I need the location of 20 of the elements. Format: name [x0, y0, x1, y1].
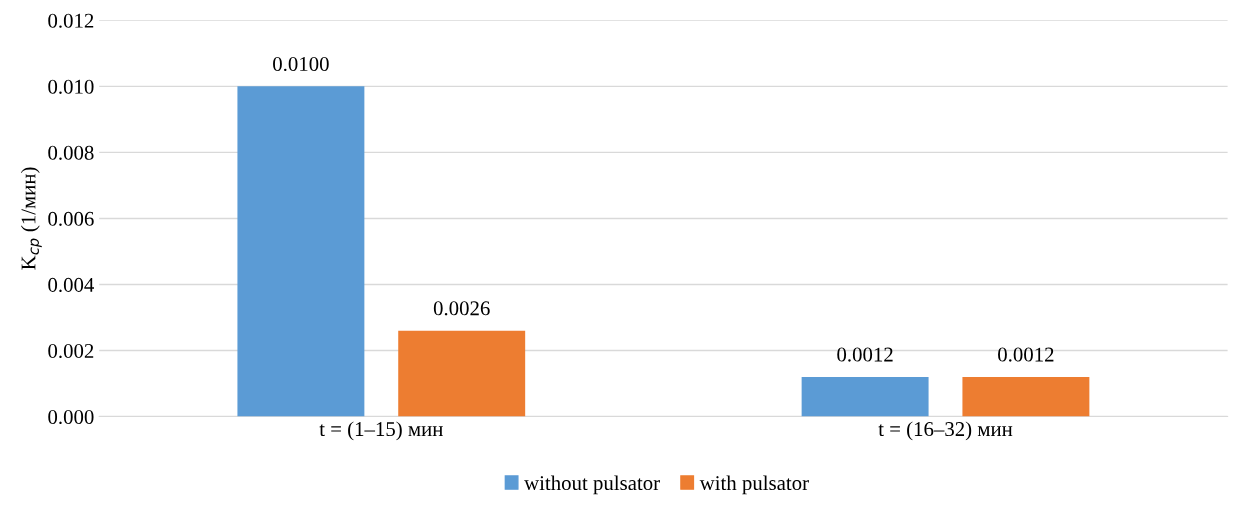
bar [398, 330, 526, 417]
data-label: 0.0012 [998, 347, 1054, 362]
y-tick-label: 0.008 [48, 145, 94, 160]
y-tick-label: 0.010 [48, 79, 94, 94]
y-tick-label: 0.000 [48, 409, 94, 425]
y-tick-label: 0.002 [48, 343, 94, 359]
bar [962, 376, 1090, 417]
y-axis-title: K$_{ср}$ (1/мин) [20, 167, 42, 270]
y-tick-label: 0.004 [48, 277, 95, 292]
legend-label: with pulsator [699, 475, 809, 495]
x-tick-label: t = (1–15) мин [319, 421, 443, 441]
data-label: 0.0026 [433, 301, 490, 316]
x-tick-label: t = (16–32) мин [878, 421, 1013, 441]
bar [237, 86, 365, 417]
legend-label: without pulsator [524, 475, 660, 495]
y-tick-label: 0.012 [48, 13, 94, 28]
y-tick-label: 0.006 [48, 211, 94, 226]
data-label: 0.0100 [273, 56, 329, 72]
bar [801, 376, 929, 417]
data-label: 0.0012 [837, 347, 893, 362]
